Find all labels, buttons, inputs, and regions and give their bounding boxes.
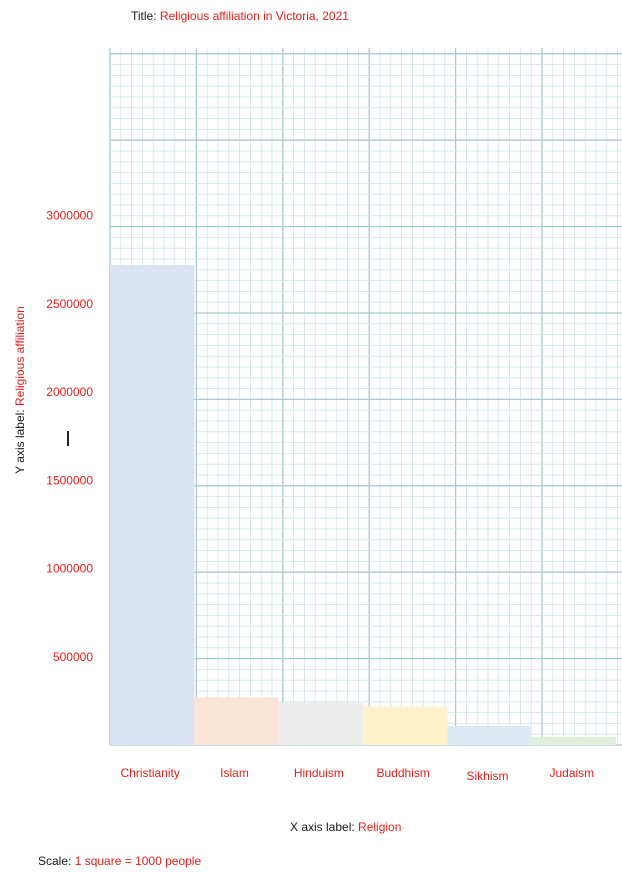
x-tick-label: Sikhism xyxy=(466,769,508,783)
bar-judaism xyxy=(531,736,616,745)
x-tick-label: Hinduism xyxy=(294,766,344,780)
title-prefix: Title: xyxy=(131,9,160,23)
y-tick-label: 2500000 xyxy=(46,297,93,311)
graph-paper-grid xyxy=(109,48,622,746)
text-cursor xyxy=(67,431,69,446)
bar-christianity xyxy=(110,265,195,745)
x-tick-labels: Christianity Islam Hinduism Buddhism Sikhism… xyxy=(120,766,594,783)
bar-islam xyxy=(194,697,279,745)
plot-area xyxy=(110,48,622,745)
x-axis-label: X axis label: Religion xyxy=(290,820,401,834)
bar-hinduism xyxy=(278,702,363,745)
scale-value: 1 square = 1000 people xyxy=(74,854,202,868)
bar-buddhism xyxy=(363,706,448,745)
x-tick-label: Judaism xyxy=(549,766,594,780)
x-axis-label-prefix: X axis label: xyxy=(290,820,359,834)
scale-prefix: Scale: xyxy=(38,854,75,868)
bar-sikhism xyxy=(447,725,532,745)
y-tick-label: 1000000 xyxy=(46,562,93,576)
y-tick-labels: 500000 1000000 1500000 2000000 2500000 300000… xyxy=(46,209,93,664)
y-tick-label: 2000000 xyxy=(46,385,93,399)
chart-title: Title: Religious affiliation in Victoria… xyxy=(131,9,349,23)
scale-note: Scale: 1 square = 1000 people xyxy=(38,854,201,868)
title-value: Religious affiliation in Victoria, 2021 xyxy=(159,9,349,23)
y-tick-label: 1500000 xyxy=(46,473,93,487)
x-tick-label: Buddhism xyxy=(376,766,429,780)
y-tick-label: 3000000 xyxy=(46,209,93,223)
x-tick-label: Islam xyxy=(220,766,249,780)
bars xyxy=(110,265,616,745)
x-axis-label-value: Religion xyxy=(358,820,402,834)
y-tick-label: 500000 xyxy=(53,650,93,664)
x-tick-label: Christianity xyxy=(120,766,179,780)
